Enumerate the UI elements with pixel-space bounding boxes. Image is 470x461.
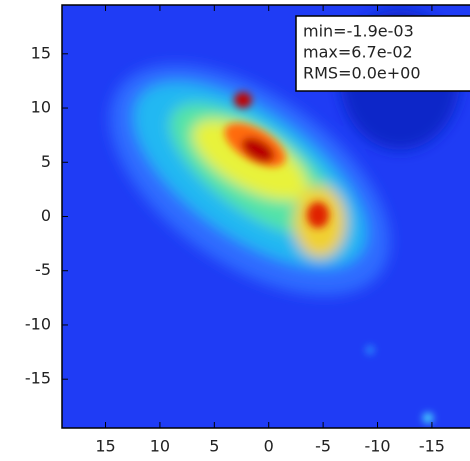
annotation-box [295, 15, 470, 92]
x-tick-label: -10 [364, 437, 390, 456]
y-tick-label: -15 [25, 369, 51, 388]
annotation: min=-1.9e-03 [303, 22, 414, 41]
y-tick-label: 15 [31, 43, 51, 62]
y-tick-label: 5 [41, 152, 51, 171]
x-tick-label: 10 [150, 437, 170, 456]
annotation: max=6.7e-02 [303, 43, 413, 62]
x-tick-label: 0 [264, 437, 274, 456]
y-tick-label: -10 [25, 314, 51, 333]
x-tick-label: -15 [419, 437, 445, 456]
y-tick-label: 0 [41, 206, 51, 225]
y-tick-label: 10 [31, 98, 51, 117]
y-tick-label: -5 [35, 260, 51, 279]
x-tick-label: -5 [315, 437, 331, 456]
x-tick-label: 15 [95, 437, 115, 456]
annotation: RMS=0.0e+00 [303, 64, 421, 83]
x-tick-label: 5 [209, 437, 219, 456]
